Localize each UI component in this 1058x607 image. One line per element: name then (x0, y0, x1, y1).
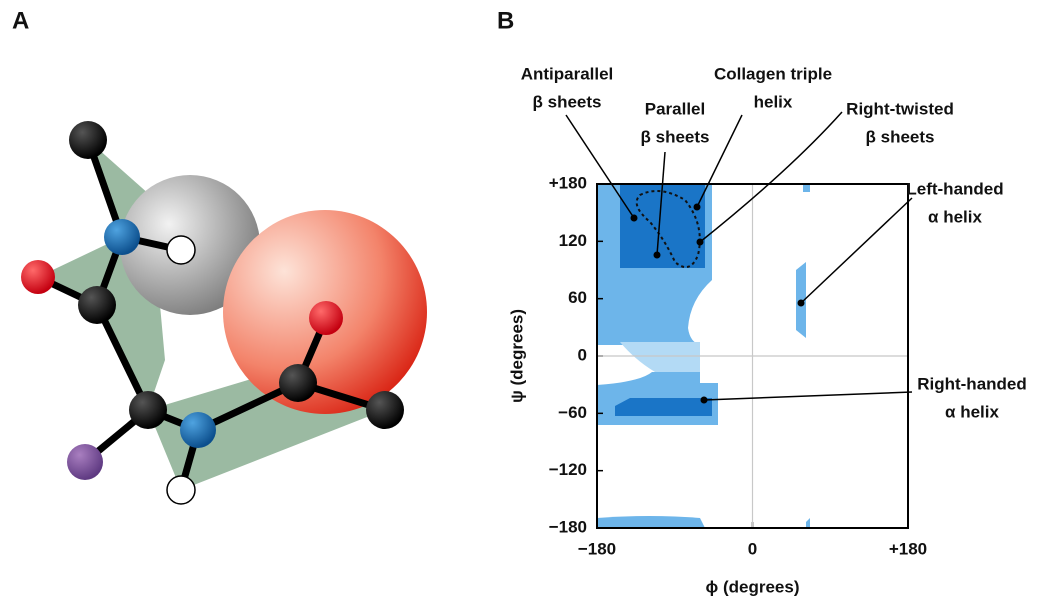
annotation: Antiparallel (521, 64, 614, 83)
x-tick-label: 0 (748, 539, 757, 558)
annotation: α helix (945, 402, 999, 421)
y-tick-label: 0 (578, 345, 587, 364)
annotation: Right-handed (917, 374, 1027, 393)
figure: A B (0, 0, 1058, 602)
annotation: β sheets (641, 127, 710, 146)
annotation: Parallel (645, 99, 706, 118)
annotation: helix (754, 92, 793, 111)
annotation: β sheets (533, 92, 602, 111)
y-axis-label: ψ (degrees) (507, 309, 526, 403)
y-tick-label: +180 (549, 173, 587, 192)
y-tick-label: −180 (549, 517, 587, 536)
y-tick-label: −60 (558, 403, 587, 422)
y-tick-label: 60 (568, 288, 587, 307)
panel-label: A (12, 7, 29, 34)
panel-label: B (497, 7, 514, 34)
annotation: Collagen triple (714, 64, 832, 83)
annotation: β sheets (866, 127, 935, 146)
annotation: Right-twisted (846, 99, 954, 118)
annotation: α helix (928, 207, 982, 226)
y-tick-label: 120 (559, 231, 587, 250)
y-tick-label: −120 (549, 460, 587, 479)
x-tick-label: +180 (889, 539, 927, 558)
molecule (21, 121, 427, 504)
annotation: Left-handed (906, 179, 1003, 198)
x-axis-label: ϕ (degrees) (706, 577, 800, 596)
x-tick-label: −180 (578, 539, 616, 558)
